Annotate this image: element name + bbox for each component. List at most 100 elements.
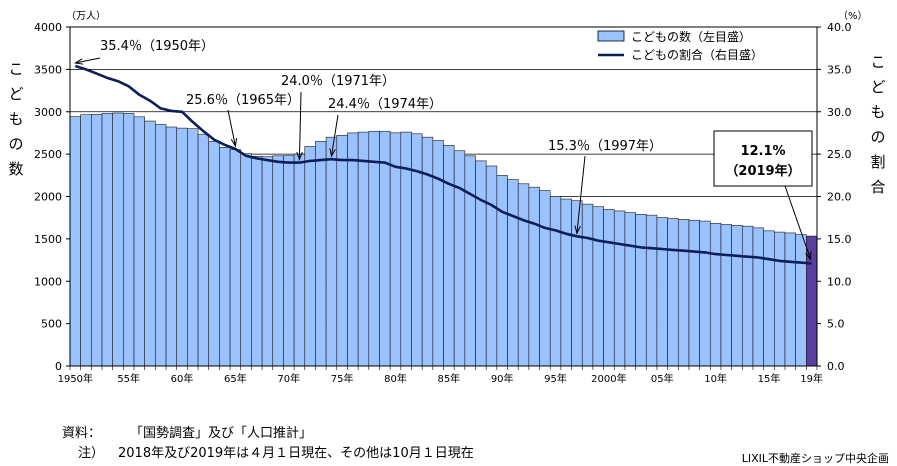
annotation-arrow-head (296, 151, 303, 162)
bar (517, 183, 530, 367)
annotation-arrow-head (230, 138, 238, 148)
bar (283, 155, 295, 367)
bar (741, 225, 754, 367)
bar (304, 146, 316, 367)
bar (731, 225, 743, 367)
annotation-arrow (75, 57, 101, 64)
bar (720, 224, 732, 367)
bar (144, 120, 156, 367)
bar (229, 149, 242, 367)
bar (677, 219, 690, 367)
bar (592, 206, 604, 367)
annotation-arrow (330, 114, 339, 157)
bar (624, 212, 636, 367)
axis-label-char: 合 (870, 178, 886, 196)
bar (795, 234, 807, 367)
legend-bar-swatch (597, 30, 625, 42)
callout-arrow-head (805, 251, 812, 261)
bar (421, 136, 434, 367)
bar (101, 113, 113, 367)
legend-line-label: こどもの割合（右目盛） (631, 47, 763, 62)
axis-label-char: も (8, 110, 24, 128)
annotation-arrow (576, 155, 586, 234)
bar (379, 130, 391, 367)
left-tick-label: 500 (41, 318, 62, 331)
bar (240, 153, 252, 367)
callout-arrow (784, 185, 812, 260)
left-tick-label: 1500 (34, 233, 62, 246)
bar (368, 130, 380, 367)
annotation-arrow (227, 109, 236, 147)
left-tick-label: 2000 (34, 191, 62, 204)
axis-label-char: ど (870, 78, 886, 96)
axis-label-char: も (870, 103, 886, 121)
bar (496, 175, 508, 367)
x-tick-label: 70年 (277, 372, 300, 385)
right-axis-label: こどもの割合 (868, 50, 888, 200)
annotation-arrow (298, 91, 302, 160)
bar (528, 186, 540, 367)
axis-label-char: こ (8, 60, 24, 78)
left-tick-label: 1000 (34, 275, 62, 288)
bar (411, 133, 423, 367)
bar (774, 231, 786, 367)
bar (357, 131, 370, 367)
bar (464, 155, 476, 367)
bar (475, 160, 487, 367)
bar (581, 203, 594, 367)
bar (155, 124, 167, 367)
bar (709, 222, 722, 367)
annotation-label: 15.3％（1997年） (548, 139, 662, 154)
bar (123, 113, 135, 367)
callout-value: 12.1% (740, 144, 785, 159)
right-tick-label: 5.0 (827, 318, 845, 331)
bar (507, 179, 519, 367)
note-label: 注） (78, 446, 105, 461)
children-population-chart: 0 500 1000 1500 2000 2500 3000 3500 4000 （万人） 0.0 5… (34, 10, 868, 385)
bar (91, 113, 103, 367)
bar (688, 219, 700, 367)
left-axis-unit: （万人） (66, 10, 106, 22)
x-tick-label: 15年 (758, 372, 781, 385)
axis-label-char: の (8, 135, 24, 153)
ratio-line (74, 64, 812, 265)
bar (208, 141, 220, 367)
bar (80, 114, 92, 367)
x-tick-label: 2000年 (591, 372, 626, 385)
x-tick-label: 60年 (171, 372, 194, 385)
bar (699, 220, 711, 367)
annotation-label: 25.6％（1965年） (186, 93, 300, 108)
x-tick-label: 90年 (491, 372, 514, 385)
note-text: 2018年及び2019年は４月１日現在、その他は10月１日現在 (118, 446, 474, 461)
callout-box (713, 130, 813, 187)
right-axis-unit: （%） (838, 10, 868, 22)
bar (752, 227, 764, 367)
right-tick-label: 30.0 (827, 106, 852, 119)
bar (176, 127, 188, 367)
callout-year: （2019年） (725, 163, 800, 179)
bar (251, 155, 263, 367)
bar (485, 165, 498, 367)
bar (645, 214, 658, 367)
bar (549, 196, 562, 367)
right-tick-label: 0.0 (827, 360, 845, 373)
axis-label-char: 数 (8, 160, 24, 178)
bar (539, 190, 551, 367)
bar (219, 147, 231, 367)
bar (613, 210, 626, 367)
bar (187, 128, 199, 367)
axis-label-char: ど (8, 85, 24, 103)
source-label: 資料： (62, 426, 102, 441)
right-tick-label: 40.0 (827, 21, 852, 34)
bar (560, 198, 572, 367)
x-tick-label: 95年 (544, 372, 567, 385)
bar (347, 132, 359, 367)
legend-bar-label: こどもの数（左目盛） (631, 29, 751, 44)
bar (293, 153, 306, 367)
left-tick-label: 2500 (34, 148, 62, 161)
right-tick-label: 15.0 (827, 233, 852, 246)
x-tick-label: 19年 (800, 372, 823, 385)
axis-label-char: こ (870, 53, 886, 71)
x-tick-label: 65年 (224, 372, 247, 385)
left-axis-label: こどもの数 (6, 57, 26, 182)
